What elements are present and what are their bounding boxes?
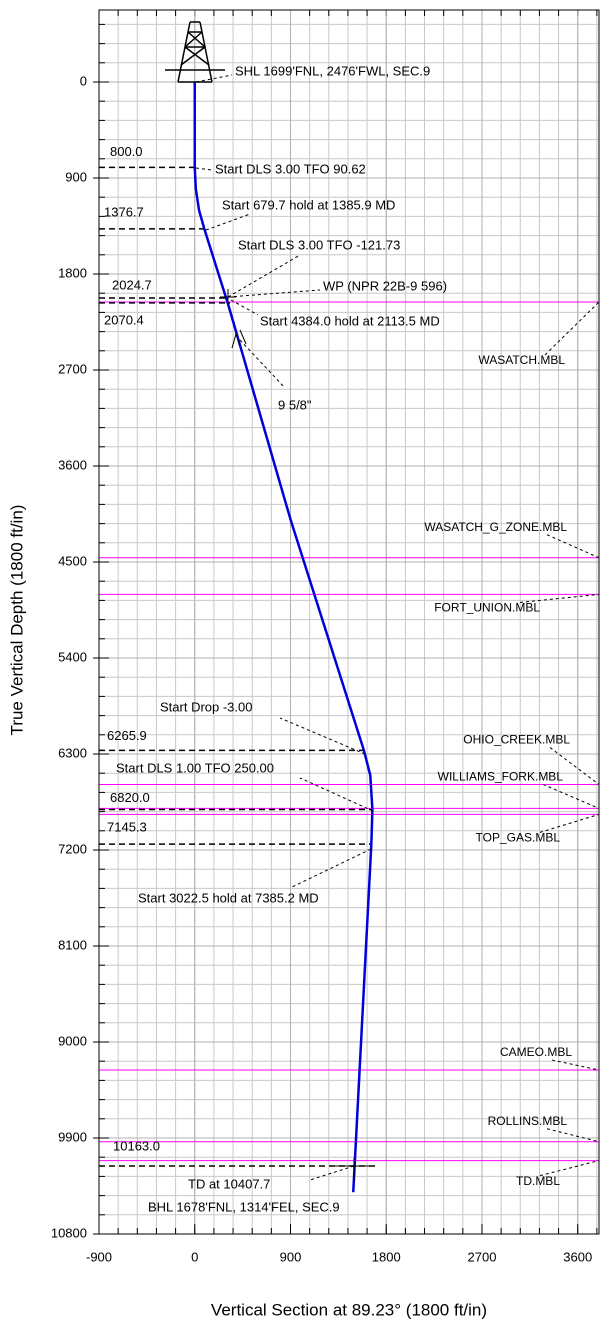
marker-label: 7145.3 [107, 820, 147, 835]
annotation: WP (NPR 22B-9 596) [323, 278, 447, 293]
y-tick-label: 6300 [58, 745, 87, 760]
y-tick-label: 1800 [58, 265, 87, 280]
annotation: Start 4384.0 hold at 2113.5 MD [260, 313, 440, 328]
annotation-leader [279, 717, 366, 755]
formation-label: WASATCH.MBL [478, 353, 565, 367]
y-tick-label: 7200 [58, 841, 87, 856]
formation-leader [546, 534, 600, 559]
annotation-leader [289, 848, 372, 889]
annotation: Start 679.7 hold at 1385.9 MD [222, 197, 395, 212]
x-tick-label: 1800 [372, 1249, 401, 1264]
formation-label: ROLLINS.MBL [488, 1114, 568, 1128]
annotation: TD at 10407.7 [188, 1176, 270, 1191]
marker-label: 6265.9 [107, 728, 147, 743]
annotation-leader [299, 777, 374, 812]
formation-leader [519, 593, 600, 603]
x-tick-label: 2700 [468, 1249, 497, 1264]
plot-frame [98, 9, 600, 1235]
x-tick-label: -900 [86, 1249, 112, 1264]
marker-label: 1376.7 [104, 204, 144, 219]
annotation-leader [227, 254, 301, 298]
formation-label: TOP_GAS.MBL [476, 831, 561, 845]
casing-symbol [231, 329, 247, 349]
y-tick-label: 2700 [58, 361, 87, 376]
formation-leader [551, 1059, 600, 1071]
x-tick-label: 0 [191, 1249, 198, 1264]
target-cross [220, 289, 375, 1180]
annotation: Start Drop -3.00 [160, 699, 253, 714]
formation-label: FORT_UNION.MBL [434, 601, 540, 615]
marker-label: 6820.0 [110, 790, 150, 805]
annotation: Start DLS 3.00 TFO 90.62 [215, 161, 366, 176]
annotation: Start DLS 1.00 TFO 250.00 [116, 760, 274, 775]
formation-leader [549, 747, 600, 785]
x-tick-label: 900 [280, 1249, 302, 1264]
plot-layer: -900 0 900 1800 2700 3600 0 900 1800 2700 3600 4500… [51, 63, 600, 1264]
formation-leader [542, 783, 600, 809]
y-tick-label: 4500 [58, 553, 87, 568]
formation-label: WASATCH_G_ZONE.MBL [424, 520, 567, 534]
formation-leader [539, 813, 600, 833]
formation-leader [539, 1160, 600, 1177]
marker-label: 800.0 [110, 144, 143, 159]
marker-label: 2070.4 [104, 312, 144, 327]
y-tick-label: 5400 [58, 649, 87, 664]
y-axis-title: True Vertical Depth (1800 ft/in) [7, 505, 26, 736]
y-tick-label: 0 [80, 73, 87, 88]
annotation: SHL 1699'FNL, 2476'FWL, SEC.9 [235, 63, 430, 78]
derrick-icon [165, 21, 225, 83]
annotation-leader [230, 299, 259, 316]
formation-label: OHIO_CREEK.MBL [463, 733, 570, 747]
formation-leader [544, 301, 600, 356]
annotation: BHL 1678'FNL, 1314'FEL, SEC.9 [148, 1199, 340, 1214]
annotation: Start DLS 3.00 TFO -121.73 [238, 237, 400, 252]
formation-label: TD.MBL [516, 1174, 560, 1188]
y-tick-label: 9000 [58, 1033, 87, 1048]
annotation-leader [195, 74, 233, 83]
annotation-leader [239, 339, 286, 389]
y-tick-label: 900 [65, 169, 87, 184]
formation-leader [546, 1128, 600, 1143]
annotation-leader [205, 213, 251, 231]
annotation: Start 3022.5 hold at 7385.2 MD [138, 890, 319, 905]
annotation-leader [309, 1165, 355, 1181]
grid [98, 10, 599, 1235]
annotation: 9 5/8" [278, 397, 312, 412]
formation-label: WILLIAMS_FORK.MBL [438, 770, 564, 784]
x-tick-label: 3600 [563, 1249, 592, 1264]
annotation-leader [195, 167, 213, 171]
marker-label: 10163.0 [113, 1138, 160, 1153]
x-axis-title: Vertical Section at 89.23° (1800 ft/in) [211, 1300, 487, 1319]
y-tick-label: 8100 [58, 937, 87, 952]
marker-label: 2024.7 [112, 277, 152, 292]
y-tick-label: 3600 [58, 457, 87, 472]
formation-label: CAMEO.MBL [500, 1045, 572, 1059]
y-tick-label: 9900 [58, 1129, 87, 1144]
y-tick-label: 10800 [51, 1225, 87, 1240]
